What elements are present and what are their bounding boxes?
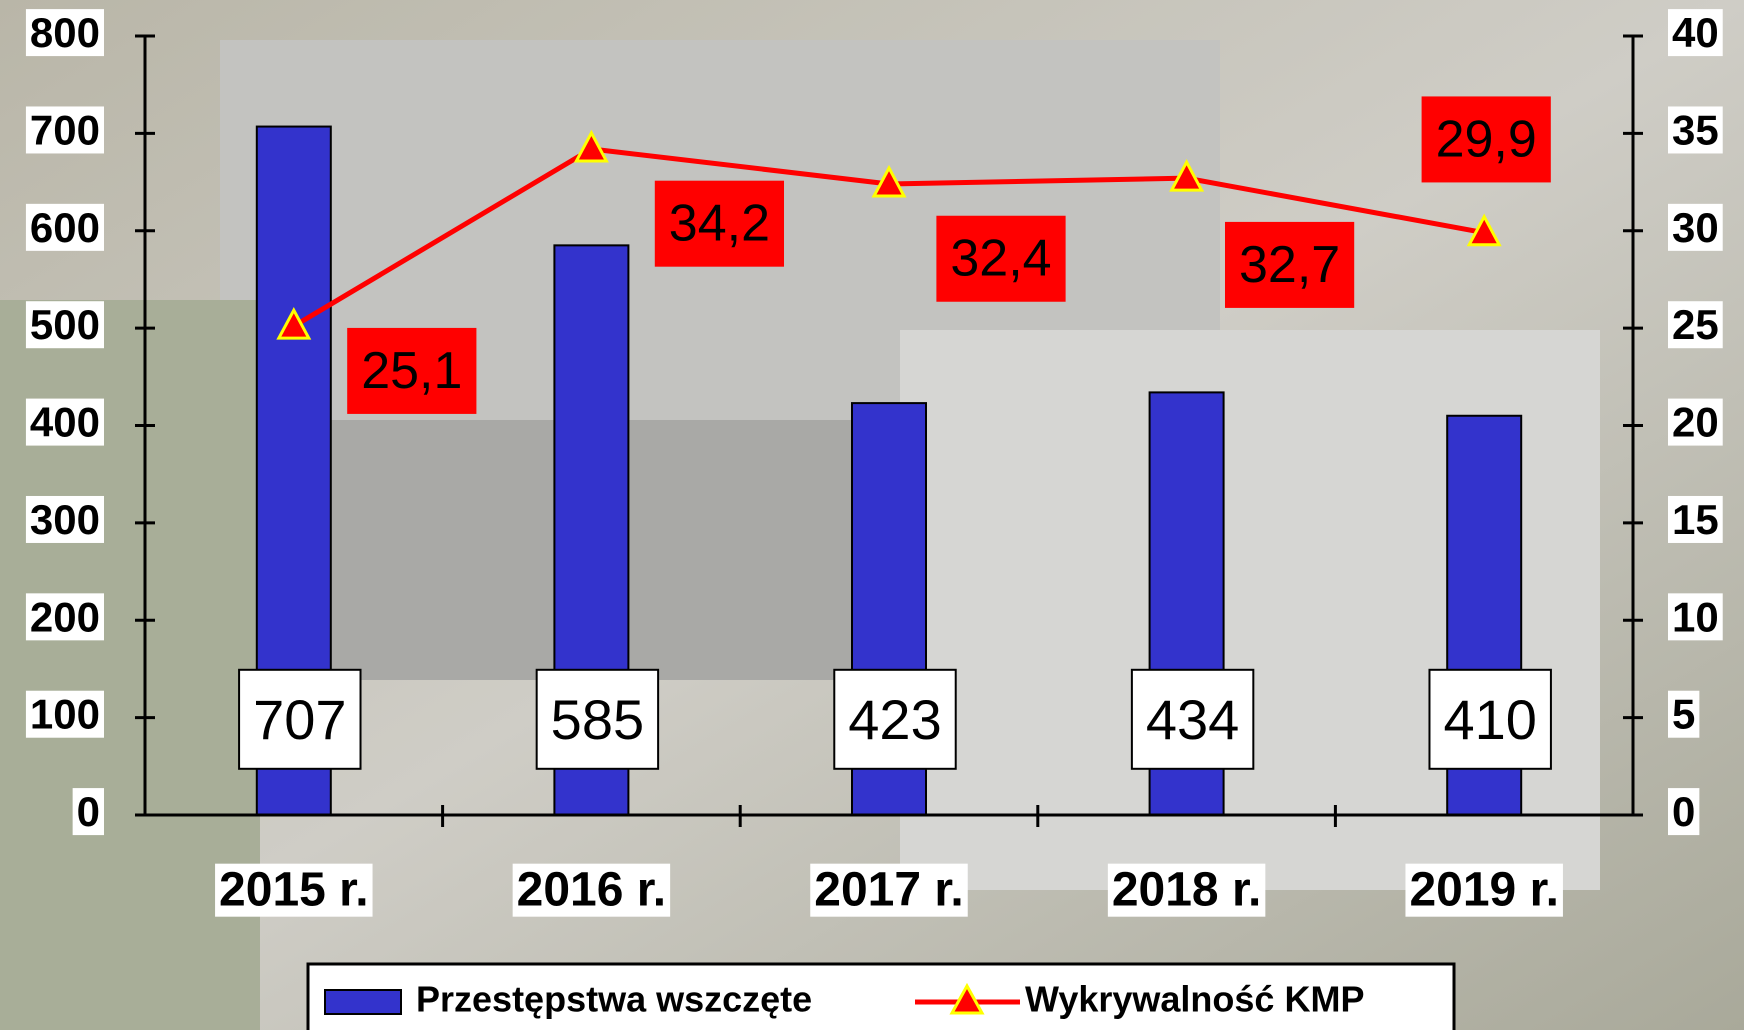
label-box xyxy=(347,327,477,414)
label-box xyxy=(25,593,104,641)
x-tick-label: 2018 r. xyxy=(1112,864,1261,917)
label-box xyxy=(512,863,671,917)
line-value-label: 25,1 xyxy=(361,342,462,400)
y-tick-label: 0 xyxy=(77,788,100,835)
bar-value-label: 585 xyxy=(551,688,644,751)
y-tick-label: 300 xyxy=(30,496,100,543)
legend-box xyxy=(306,962,1456,1030)
label-box xyxy=(25,9,104,57)
x-tick-label: 2015 r. xyxy=(219,864,368,917)
label-box xyxy=(25,203,104,251)
y-tick-label: 400 xyxy=(30,399,100,446)
line-value-label: 34,2 xyxy=(669,195,770,253)
label-box xyxy=(1405,863,1563,917)
label-box xyxy=(936,215,1066,302)
label-box xyxy=(1668,106,1723,154)
line-value-label: 32,7 xyxy=(1239,236,1340,294)
legend-marker xyxy=(949,982,985,1015)
label-box xyxy=(1668,203,1723,251)
label-box xyxy=(1668,593,1723,641)
label-box xyxy=(238,668,362,770)
x-tick-label: 2017 r. xyxy=(814,864,963,917)
line-marker xyxy=(871,164,907,198)
line-marker xyxy=(1466,213,1502,247)
y-tick-label: 200 xyxy=(30,593,100,640)
label-box xyxy=(72,788,104,836)
bar-value-label: 434 xyxy=(1146,688,1239,751)
label-box xyxy=(654,180,785,267)
bar-value-label: 423 xyxy=(848,688,941,751)
y2-tick-label: 25 xyxy=(1672,301,1719,348)
label-box xyxy=(1668,495,1723,543)
label-box xyxy=(25,690,104,738)
bar-value-label: 410 xyxy=(1443,688,1536,751)
label-box xyxy=(1668,690,1700,738)
label-box xyxy=(25,398,104,446)
y-tick-label: 100 xyxy=(30,691,100,738)
label-box xyxy=(25,106,104,154)
legend-label: Przestępstwa wszczęte xyxy=(416,979,812,1020)
label-box xyxy=(25,301,104,349)
y2-tick-label: 5 xyxy=(1672,691,1695,738)
y2-tick-label: 40 xyxy=(1672,9,1719,56)
x-tick-label: 2016 r. xyxy=(517,864,666,917)
line-value-label: 29,9 xyxy=(1436,110,1537,168)
y-tick-label: 500 xyxy=(30,301,100,348)
label-box xyxy=(1428,668,1552,770)
y2-tick-label: 10 xyxy=(1672,593,1719,640)
label-box xyxy=(1668,301,1723,349)
label-box xyxy=(25,495,104,543)
label-box xyxy=(810,863,968,917)
label-box xyxy=(1224,221,1355,308)
y-tick-label: 700 xyxy=(30,106,100,153)
legend-swatch xyxy=(324,989,402,1015)
label-box xyxy=(1668,398,1723,446)
bar-value-label: 707 xyxy=(253,688,346,751)
y2-tick-label: 0 xyxy=(1672,788,1695,835)
y2-tick-label: 20 xyxy=(1672,399,1719,446)
label-box xyxy=(833,668,957,770)
label-box xyxy=(1107,863,1266,917)
line-marker xyxy=(1169,158,1205,192)
label-box xyxy=(1668,9,1723,57)
label-box xyxy=(1668,788,1700,836)
line-value-label: 32,4 xyxy=(950,230,1051,288)
label-box xyxy=(1421,96,1551,183)
y2-tick-label: 35 xyxy=(1672,106,1719,153)
y2-tick-label: 30 xyxy=(1672,204,1719,251)
x-tick-label: 2019 r. xyxy=(1409,864,1558,917)
y2-tick-label: 15 xyxy=(1672,496,1719,543)
label-box xyxy=(1130,668,1255,770)
label-box xyxy=(215,863,373,917)
y-tick-label: 600 xyxy=(30,204,100,251)
legend-label: Wykrywalność KMP xyxy=(1025,979,1364,1020)
line-marker xyxy=(276,307,312,340)
y-tick-label: 800 xyxy=(30,9,100,56)
label-box xyxy=(535,668,660,770)
line-marker xyxy=(573,129,609,163)
